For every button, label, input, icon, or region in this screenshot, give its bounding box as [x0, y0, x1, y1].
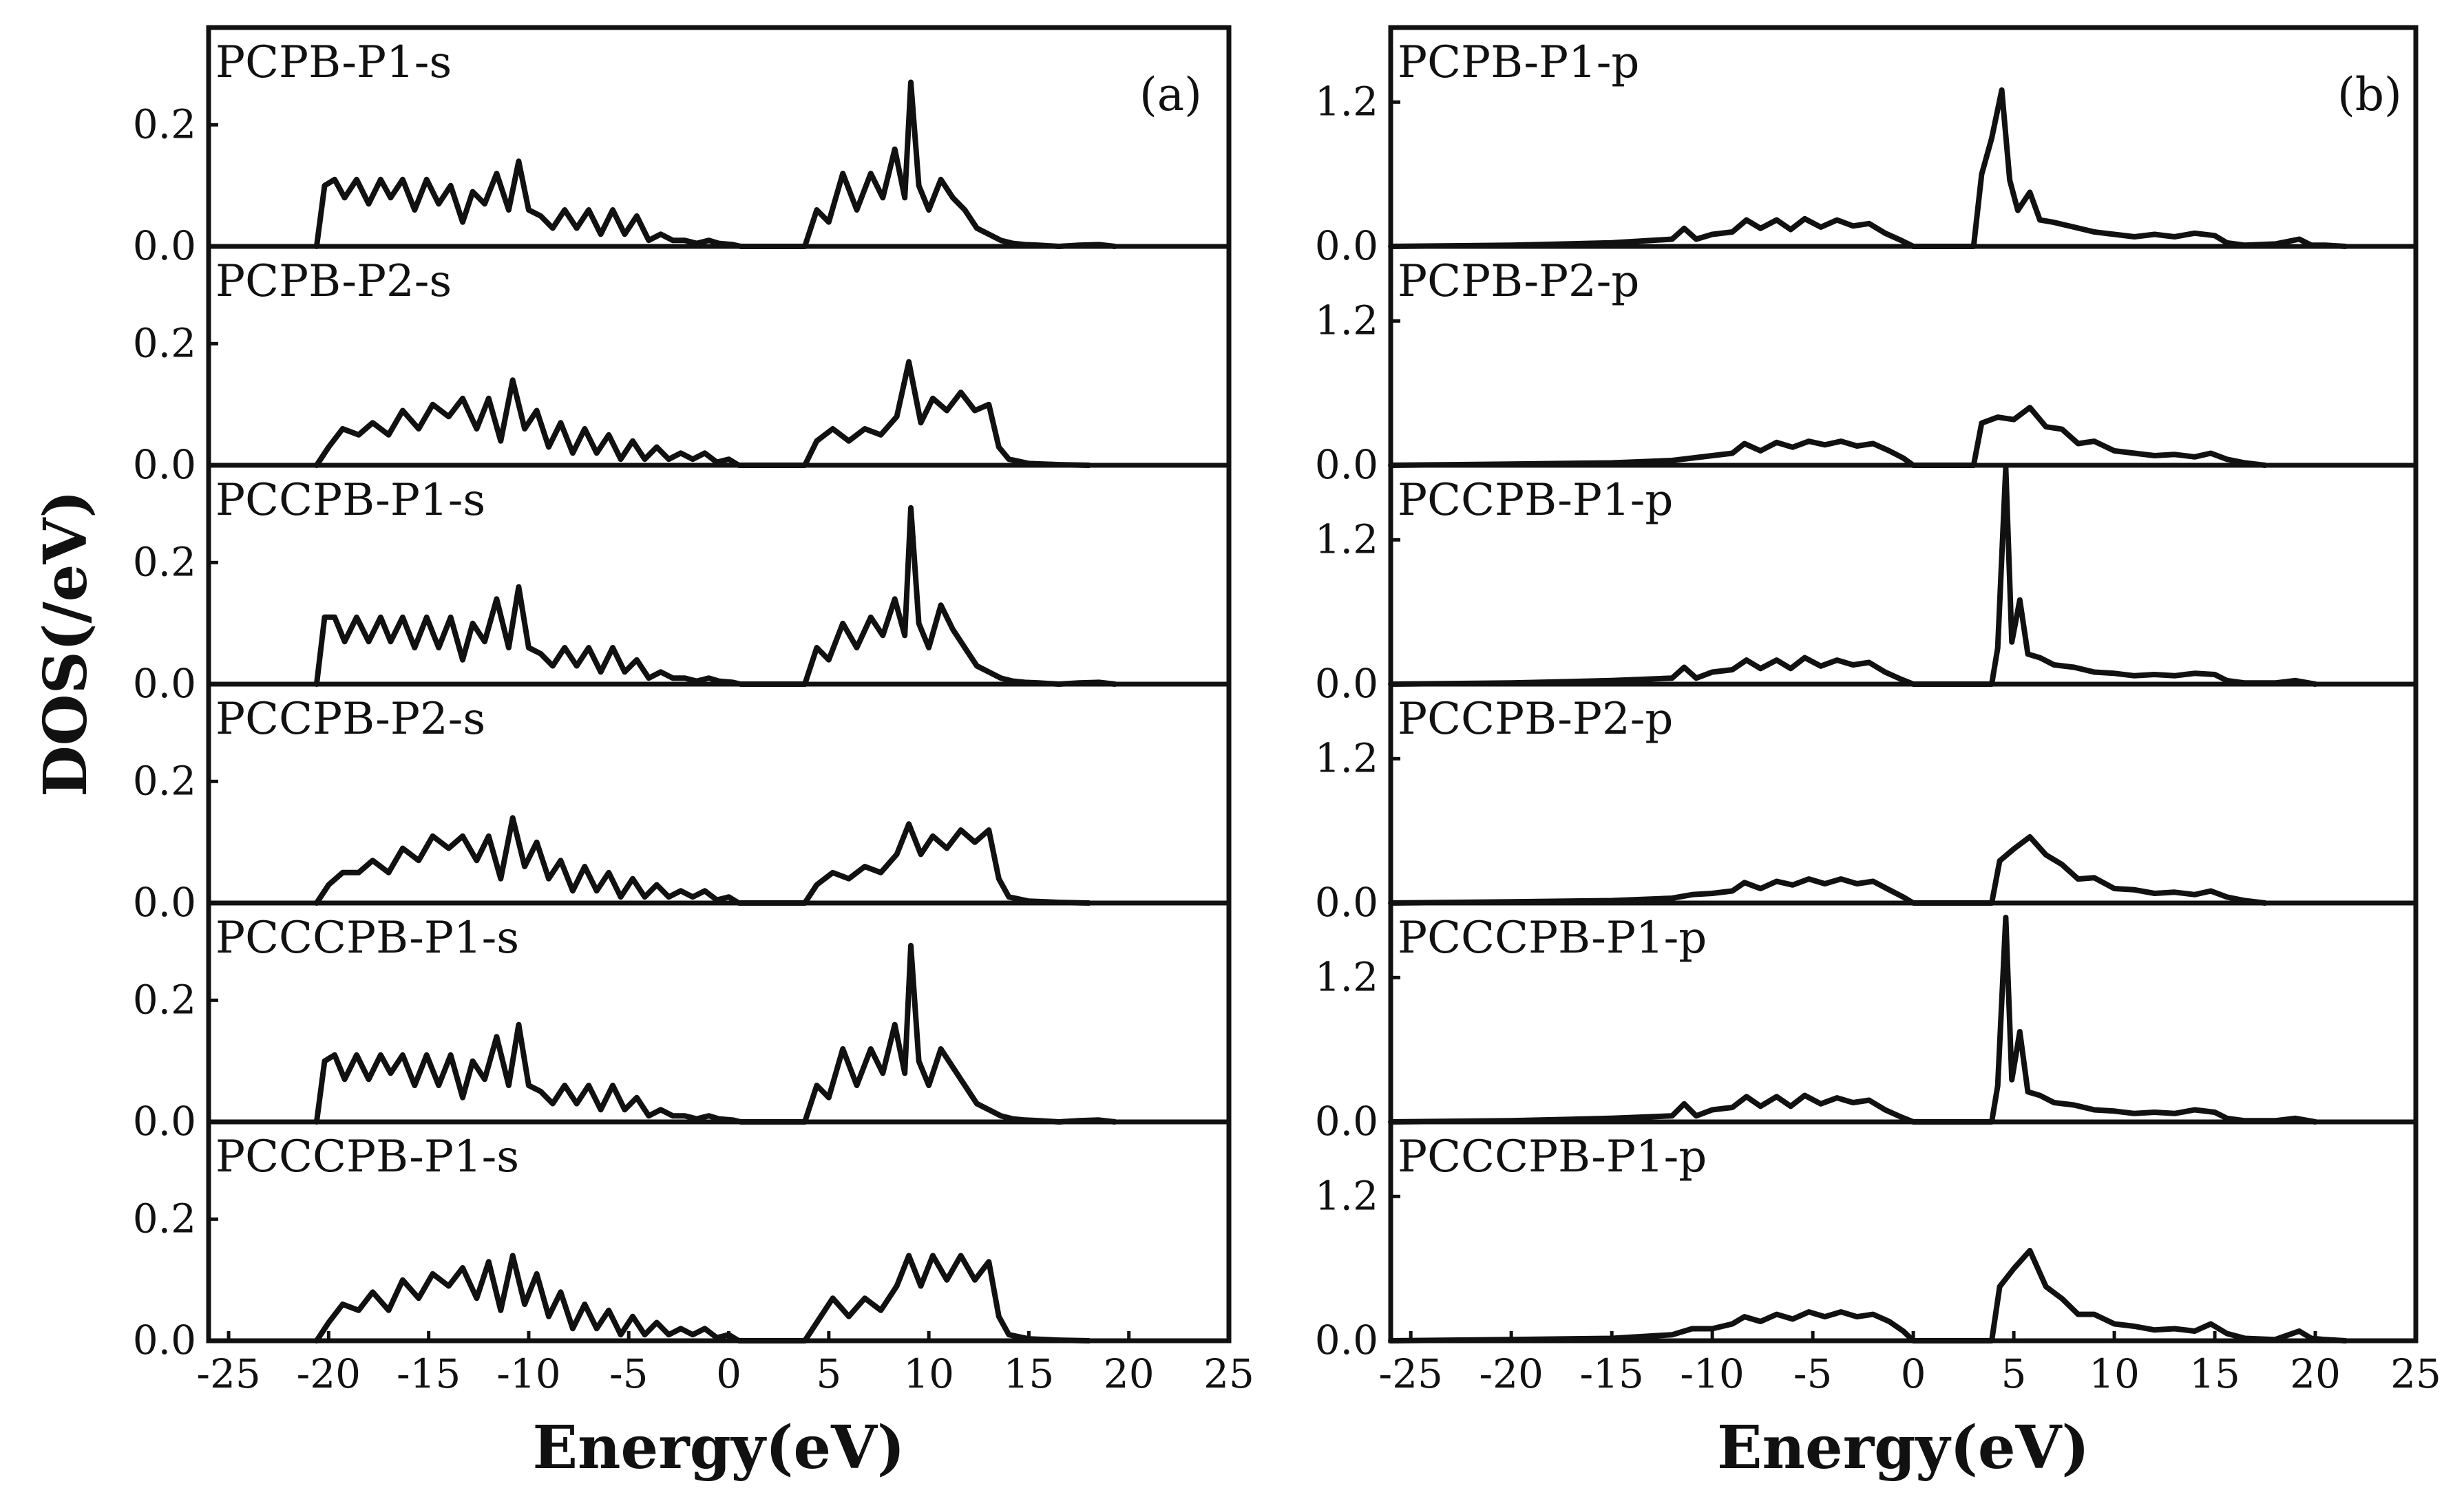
- x-tick-label: 0: [1901, 1350, 1926, 1397]
- y-tick-label: 1.2: [1315, 1172, 1378, 1219]
- x-tick-label: 20: [2290, 1350, 2341, 1397]
- x-tick-label: -5: [1793, 1350, 1833, 1397]
- dos-curve: [1388, 87, 2348, 249]
- y-tick-label: 0.0: [133, 222, 196, 269]
- y-tick-label: 0.2: [133, 100, 196, 147]
- y-tick-label: 0.0: [1315, 660, 1378, 707]
- dos-curve: [1388, 833, 2268, 906]
- y-tick-label: 0.2: [133, 538, 196, 585]
- dos-curve: [313, 505, 1118, 687]
- y-tick-label: 0.2: [133, 757, 196, 804]
- panel-label: PCCPB-P2-p: [1398, 694, 1673, 745]
- y-tick-label: 0.0: [133, 660, 196, 707]
- x-tick-label: 25: [2390, 1350, 2441, 1397]
- y-tick-label: 0.0: [1315, 1317, 1378, 1363]
- x-tick-label: -15: [397, 1350, 461, 1397]
- x-tick-label: -15: [1579, 1350, 1643, 1397]
- y-tick-label: 0.0: [1315, 222, 1378, 269]
- x-tick-label: 15: [2189, 1350, 2240, 1397]
- x-tick-label: -20: [1479, 1350, 1543, 1397]
- dos-curve: [313, 359, 1092, 468]
- x-tick-label: 20: [1104, 1350, 1155, 1397]
- y-tick-label: 1.2: [1315, 78, 1378, 125]
- y-tick-label: 1.2: [1315, 953, 1378, 1000]
- x-tick-label: -10: [496, 1350, 560, 1397]
- panel-label: PCCPB-P2-s: [215, 694, 485, 745]
- x-tick-label: -10: [1680, 1350, 1744, 1397]
- y-tick-label: 0.2: [133, 976, 196, 1023]
- x-tick-label: 5: [2001, 1350, 2027, 1397]
- x-tick-label: 0: [716, 1350, 741, 1397]
- x-tick-label: 5: [816, 1350, 841, 1397]
- x-tick-label: -25: [1378, 1350, 1442, 1397]
- panel-label: PCPB-P2-s: [215, 256, 452, 307]
- panel-label: PCCPB-P1-s: [215, 475, 485, 526]
- y-tick-label: 0.0: [1315, 1098, 1378, 1145]
- dos-curve: [313, 1253, 1092, 1344]
- panel-label: PCPB-P2-p: [1398, 256, 1639, 307]
- y-tick-label: 0.0: [1315, 879, 1378, 926]
- y-tick-label: 0.0: [133, 1317, 196, 1363]
- y-tick-label: 0.2: [133, 319, 196, 366]
- panel-label: PCCCPB-P1-p: [1398, 913, 1707, 964]
- panel-label: PCCPB-P1-p: [1398, 475, 1673, 526]
- panel-label: PCPB-P1-p: [1398, 37, 1639, 88]
- panel-letter: (b): [2337, 68, 2402, 121]
- dos-curve: [313, 815, 1092, 906]
- panel-letter: (a): [1139, 68, 1202, 121]
- y-tick-label: 0.0: [133, 879, 196, 926]
- dos-curve: [313, 79, 1118, 249]
- y-tick-label: 0.2: [133, 1195, 196, 1242]
- x-axis-title: Energy(eV): [532, 1413, 905, 1483]
- dos-curve: [1388, 1248, 2348, 1344]
- y-tick-label: 0.0: [1315, 441, 1378, 488]
- y-tick-label: 1.2: [1315, 516, 1378, 562]
- y-tick-label: 0.0: [133, 441, 196, 488]
- y-tick-label: 1.2: [1315, 734, 1378, 781]
- x-tick-label: -20: [297, 1350, 361, 1397]
- panel-label: PCCCPB-P1-p: [1398, 1132, 1707, 1182]
- panel-label: PCCCPB-P1-s: [215, 913, 519, 964]
- x-tick-label: 15: [1004, 1350, 1055, 1397]
- y-axis-title: DOS(/eV): [31, 490, 101, 797]
- x-tick-label: -25: [196, 1350, 260, 1397]
- x-axis-title: Energy(eV): [1717, 1413, 2089, 1483]
- x-tick-label: 25: [1203, 1350, 1254, 1397]
- panel-label: PCPB-P1-s: [215, 37, 452, 88]
- x-tick-label: 10: [2089, 1350, 2140, 1397]
- y-tick-label: 1.2: [1315, 297, 1378, 343]
- y-tick-label: 0.0: [133, 1098, 196, 1145]
- dos-curve: [1388, 405, 2268, 468]
- dos-curve: [313, 942, 1118, 1125]
- panel-column-a: 0.0 0.2 PCPB-P1-s 0.0 0.2 PCPB-P2-s 0.0 0.2 PCCP…: [133, 25, 1254, 1483]
- x-tick-label: -5: [609, 1350, 649, 1397]
- panel-column-b: 0.0 1.2 PCPB-P1-p 0.0 1.2 PCPB-P2-p 0.0 1.2 PCCP…: [1315, 25, 2441, 1483]
- x-tick-label: 10: [903, 1350, 954, 1397]
- panel-label: PCCCPB-P1-s: [215, 1132, 519, 1182]
